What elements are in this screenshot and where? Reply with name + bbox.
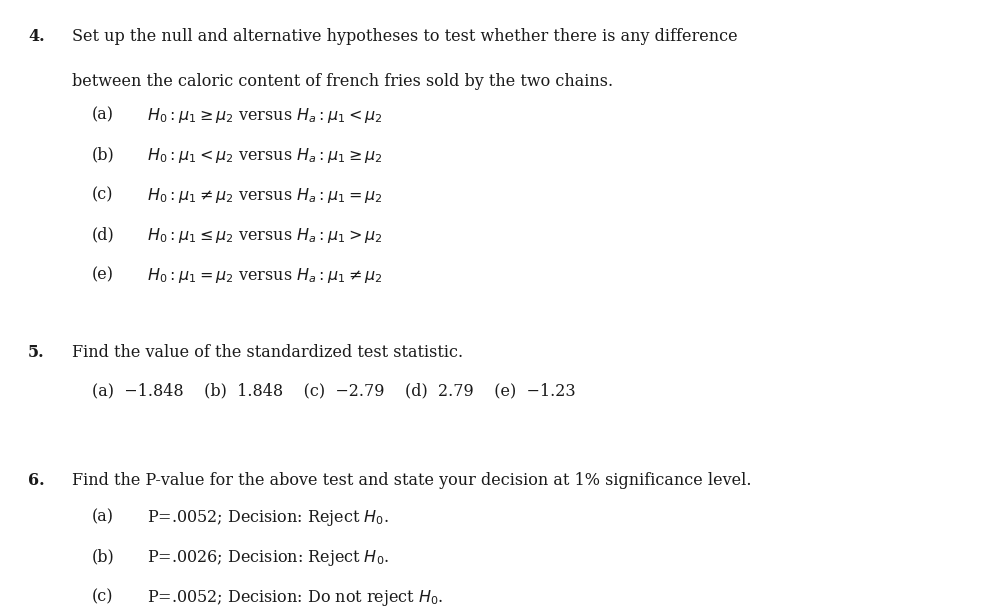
Text: 5.: 5. <box>28 344 45 361</box>
Text: $H_0 : \mu_1 \geq \mu_2$ versus $H_a : \mu_1 < \mu_2$: $H_0 : \mu_1 \geq \mu_2$ versus $H_a : \… <box>147 106 383 125</box>
Text: between the caloric content of french fries sold by the two chains.: between the caloric content of french fr… <box>72 73 613 90</box>
Text: (e): (e) <box>92 266 114 283</box>
Text: (a)  −1.848    (b)  1.848    (c)  −2.79    (d)  2.79    (e)  −1.23: (a) −1.848 (b) 1.848 (c) −2.79 (d) 2.79 … <box>92 383 576 399</box>
Text: P=.0026; Decision: Reject $H_0$.: P=.0026; Decision: Reject $H_0$. <box>147 548 389 568</box>
Text: $H_0 : \mu_1 < \mu_2$ versus $H_a : \mu_1 \geq \mu_2$: $H_0 : \mu_1 < \mu_2$ versus $H_a : \mu_… <box>147 146 383 165</box>
Text: $H_0 : \mu_1 \neq \mu_2$ versus $H_a : \mu_1 = \mu_2$: $H_0 : \mu_1 \neq \mu_2$ versus $H_a : \… <box>147 186 383 205</box>
Text: (c): (c) <box>92 186 114 203</box>
Text: 4.: 4. <box>28 28 45 45</box>
Text: 6.: 6. <box>28 472 45 489</box>
Text: P=.0052; Decision: Reject $H_0$.: P=.0052; Decision: Reject $H_0$. <box>147 508 389 528</box>
Text: (d): (d) <box>92 226 115 243</box>
Text: P=.0052; Decision: Do not reject $H_0$.: P=.0052; Decision: Do not reject $H_0$. <box>147 588 444 608</box>
Text: (a): (a) <box>92 508 114 525</box>
Text: $H_0 : \mu_1 \leq \mu_2$ versus $H_a : \mu_1 > \mu_2$: $H_0 : \mu_1 \leq \mu_2$ versus $H_a : \… <box>147 226 383 245</box>
Text: Find the value of the standardized test statistic.: Find the value of the standardized test … <box>72 344 463 361</box>
Text: (b): (b) <box>92 146 115 163</box>
Text: (a): (a) <box>92 106 114 123</box>
Text: (b): (b) <box>92 548 115 565</box>
Text: Find the P-value for the above test and state your decision at 1% significance l: Find the P-value for the above test and … <box>72 472 751 489</box>
Text: $H_0 : \mu_1 = \mu_2$ versus $H_a : \mu_1 \neq \mu_2$: $H_0 : \mu_1 = \mu_2$ versus $H_a : \mu_… <box>147 266 383 285</box>
Text: Set up the null and alternative hypotheses to test whether there is any differen: Set up the null and alternative hypothes… <box>72 28 737 45</box>
Text: (c): (c) <box>92 588 114 605</box>
